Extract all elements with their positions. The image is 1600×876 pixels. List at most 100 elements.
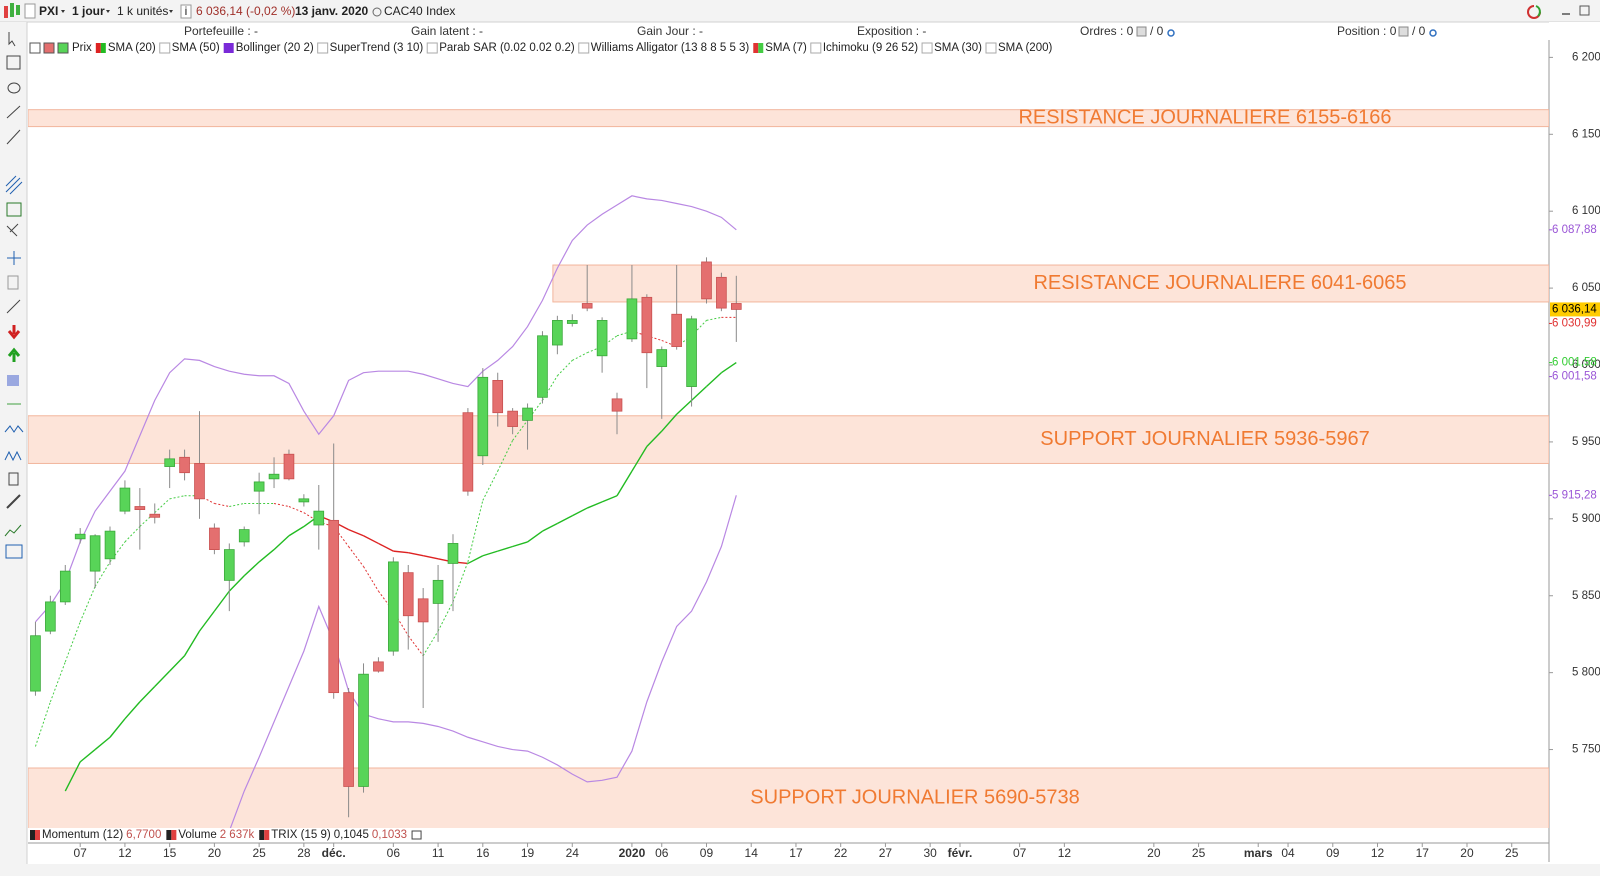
sma-long [646,430,663,448]
tool-line[interactable] [6,105,21,119]
sub-indicator-name[interactable]: Volume [178,829,216,841]
restore-icon[interactable] [411,830,422,840]
tool-percent[interactable] [5,544,23,559]
legend-icon[interactable] [29,42,41,54]
orders-icon[interactable] [1136,26,1147,37]
legend-icon[interactable] [758,43,764,53]
tool-ellipse[interactable] [7,82,21,94]
app-icon [10,3,14,17]
sma-short [407,635,424,657]
legend-icon[interactable] [43,42,55,54]
tool-erase[interactable] [6,223,19,237]
dropdown-arrow[interactable] [169,10,173,13]
legend-icon[interactable] [95,43,101,53]
sma-long [691,386,707,401]
tool-rect[interactable] [7,375,19,386]
tool-ray[interactable] [6,129,21,145]
legend-label[interactable]: SuperTrend (3 10) [330,42,424,54]
legend-icon[interactable] [57,42,69,54]
candle-body [716,276,727,309]
tool-buy[interactable] [7,347,21,362]
tool-arrow[interactable] [6,494,21,509]
y-tick-label: 6 150 [1572,128,1600,140]
legend-icon[interactable] [753,43,759,53]
tool-delete[interactable] [8,472,19,486]
symbol[interactable]: PXI [39,4,58,18]
legend-label[interactable]: Ichimoku (9 26 52) [823,42,918,54]
sub-indicator-icon[interactable] [264,830,270,840]
tool-pattern[interactable] [4,450,22,462]
footer-bg [0,864,1600,876]
legend-label[interactable]: Parab SAR (0.02 0.02 0.2) [439,42,575,54]
legend-label[interactable]: Prix [72,42,92,54]
legend-checkbox[interactable] [921,42,933,54]
tool-indicator[interactable] [4,524,22,537]
price-tag-label: 6 087,88 [1552,224,1597,236]
tool-channel[interactable] [5,175,23,195]
tool-text[interactable] [6,55,21,70]
legend-label[interactable]: SMA (7) [765,42,807,54]
last-price: 6 036,14 (-0,02 %) [196,4,295,18]
sma-long [408,551,424,557]
legend-label[interactable]: SMA (50) [172,42,220,54]
symbol-icon[interactable] [24,3,36,19]
legend-label[interactable]: Williams Alligator (13 8 8 5 5 3) [591,42,750,54]
sub-indicator-icon[interactable] [259,830,265,840]
legend-label[interactable]: SMA (20) [108,42,156,54]
legend-label[interactable]: SMA (200) [998,42,1052,54]
bollinger-band [35,195,737,623]
sma-short [363,566,379,592]
tool-move[interactable] [7,251,21,265]
candle-body [223,549,235,581]
tool-trend[interactable] [6,299,21,314]
tool-sell[interactable] [7,325,21,340]
refresh-icon[interactable] [1535,5,1541,17]
sma-short [303,512,320,523]
dropdown-arrow[interactable] [106,10,110,13]
legend-checkbox[interactable] [985,42,997,54]
sma-long [393,550,409,554]
info-icon[interactable] [180,4,192,19]
legend-checkbox[interactable] [426,42,438,54]
tool-cursor[interactable] [8,32,16,47]
legend-icon[interactable] [223,43,234,53]
sma-long [631,446,648,472]
sub-indicator-icon[interactable] [30,830,35,840]
tool-copy[interactable] [7,275,19,290]
legend-icon[interactable] [100,43,106,53]
sma-short [79,586,96,623]
maximize-btn[interactable] [1579,5,1590,16]
tools-column [0,22,27,876]
y-tick-label: 5 900 [1572,513,1600,525]
y-tick-label: 6 100 [1572,205,1600,217]
tool-fibo[interactable] [6,202,22,217]
sub-indicator-name[interactable]: TRIX (15 9) [271,829,331,841]
x-tick-label: 20 [1460,846,1474,860]
sub-indicator-icon[interactable] [171,830,177,840]
position-icon[interactable] [1398,26,1409,37]
units[interactable]: 1 k unités [117,4,168,18]
dropdown-arrow[interactable] [61,10,65,13]
legend-checkbox[interactable] [578,42,590,54]
x-tick-label: 17 [1416,846,1430,860]
info-icon-glyph: i [185,4,188,18]
sma-long [706,372,722,388]
sma-short [482,470,499,501]
sub-indicator-icon[interactable] [35,830,40,840]
tool-wave[interactable] [4,425,24,433]
legend-checkbox[interactable] [810,42,822,54]
legend-label[interactable]: Bollinger (20 2) [236,42,314,54]
period[interactable]: 1 jour [72,4,105,18]
sub-indicator-name[interactable]: Momentum (12) [42,829,123,841]
sub-indicator-icon[interactable] [166,830,172,840]
position-gear[interactable] [1429,29,1437,37]
legend-checkbox[interactable] [159,42,171,54]
orders-gear[interactable] [1167,29,1175,37]
sma-short [572,352,588,361]
x-tick-label: 28 [297,846,311,860]
exposure: Exposition : - [857,24,926,38]
legend-checkbox[interactable] [317,42,329,54]
zone-label: SUPPORT JOURNALIER 5936-5967 [1040,428,1369,450]
x-tick-label: 12 [118,846,132,860]
legend-label[interactable]: SMA (30) [934,42,982,54]
